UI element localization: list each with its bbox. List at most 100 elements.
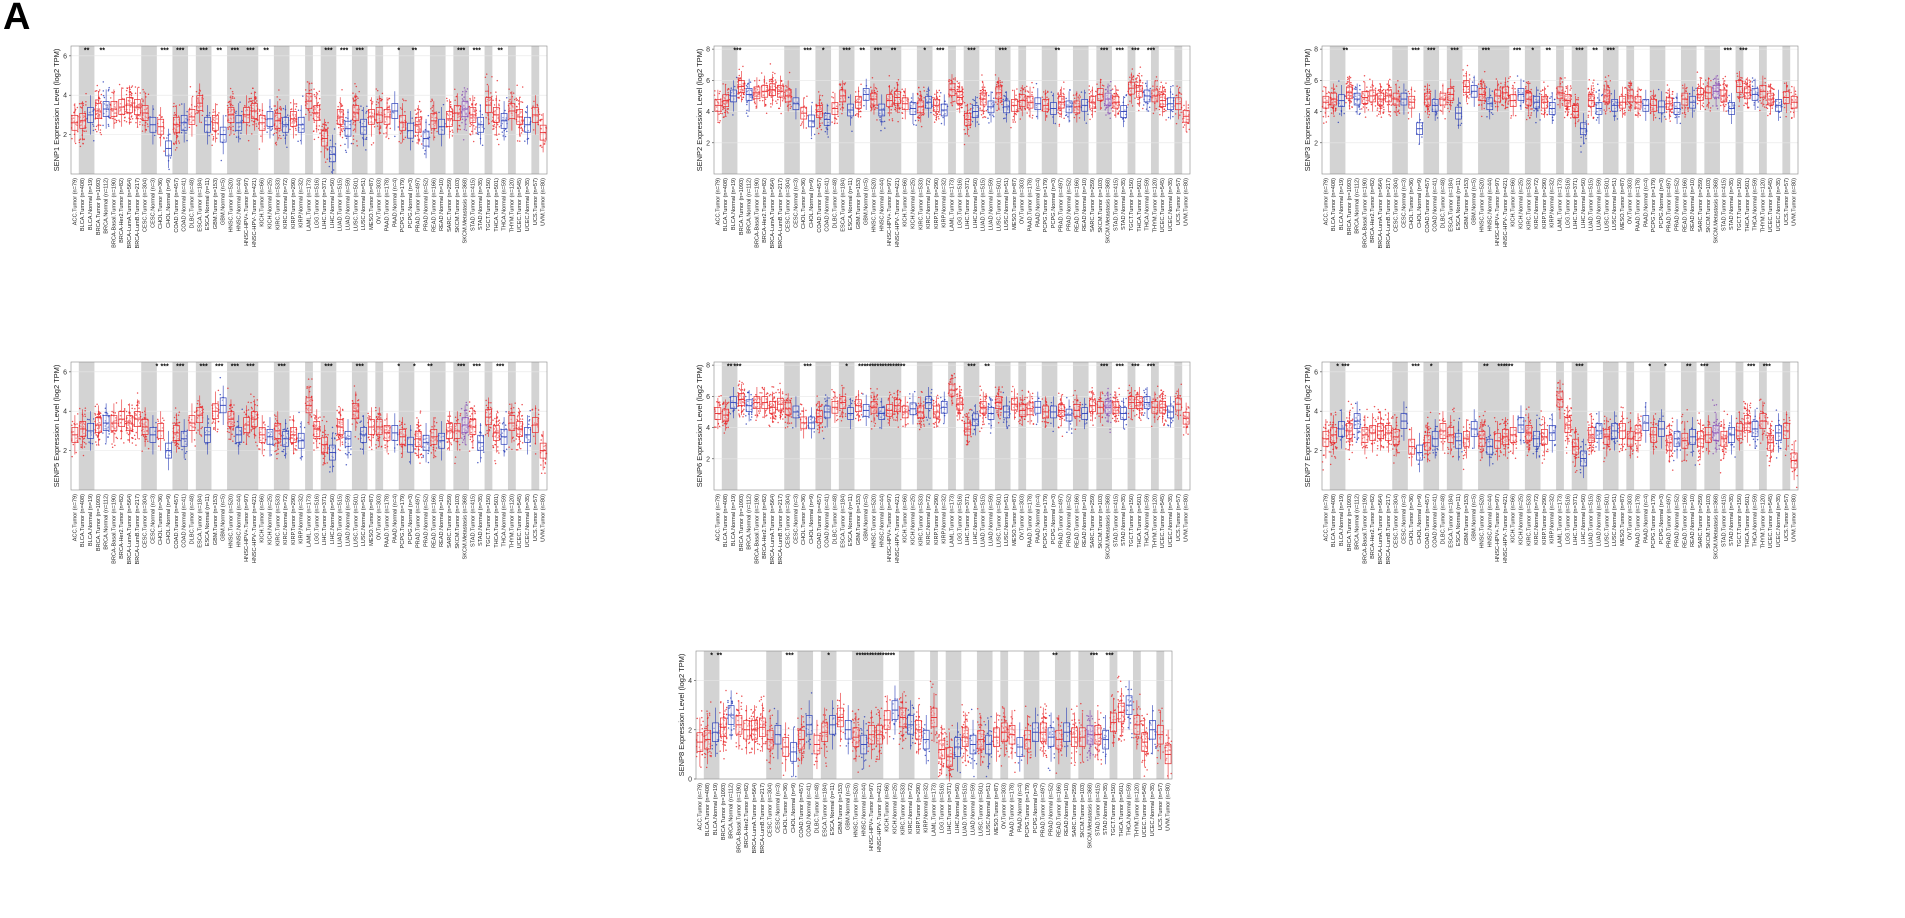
data-point xyxy=(78,139,81,141)
data-point xyxy=(1135,78,1137,80)
data-point xyxy=(255,105,258,107)
data-point xyxy=(108,88,110,91)
data-point xyxy=(725,94,728,97)
data-point xyxy=(196,112,198,114)
data-point xyxy=(903,91,906,94)
data-point xyxy=(727,108,730,110)
data-point xyxy=(473,119,475,121)
data-point xyxy=(341,88,343,91)
data-point xyxy=(353,99,355,102)
data-point xyxy=(796,101,798,103)
data-point xyxy=(83,125,86,127)
data-point xyxy=(1546,113,1549,116)
data-point xyxy=(1378,105,1381,107)
x-tick-label: TGCT.Tumor (n=150) xyxy=(486,178,492,231)
data-point xyxy=(241,110,243,113)
data-point xyxy=(942,110,944,112)
data-point xyxy=(360,105,362,107)
data-point xyxy=(1451,101,1454,104)
data-point xyxy=(494,133,496,136)
data-point xyxy=(158,114,161,116)
data-point xyxy=(232,93,234,95)
data-point xyxy=(137,117,139,120)
data-point xyxy=(118,119,120,121)
data-point xyxy=(1020,87,1023,89)
x-tick-label: BRCA.Normal (n=112) xyxy=(104,178,110,234)
data-point xyxy=(324,128,327,131)
data-point xyxy=(934,114,936,117)
data-point xyxy=(816,127,819,130)
data-point xyxy=(801,110,804,113)
data-point xyxy=(244,104,246,107)
data-point xyxy=(902,100,905,103)
data-point xyxy=(1027,91,1030,93)
data-point xyxy=(76,124,78,126)
y-tick-label: 6 xyxy=(706,78,710,85)
data-point xyxy=(313,121,315,123)
data-point xyxy=(145,96,147,98)
data-point xyxy=(449,101,452,103)
data-point xyxy=(280,107,282,110)
data-point xyxy=(1452,86,1454,88)
x-tick-label: BRCA-Basal.Tumor (n=190) xyxy=(1362,178,1368,248)
data-point xyxy=(898,93,900,95)
data-point xyxy=(870,109,872,112)
data-point xyxy=(1560,77,1563,80)
data-point xyxy=(340,104,343,106)
data-point xyxy=(398,140,400,143)
data-point xyxy=(1446,101,1449,103)
data-point xyxy=(1542,113,1545,116)
data-point xyxy=(493,125,495,128)
data-point xyxy=(755,107,757,109)
data-point xyxy=(837,115,839,118)
data-point xyxy=(119,110,121,112)
data-point xyxy=(541,146,543,148)
data-point xyxy=(1345,83,1348,85)
data-point xyxy=(345,137,348,140)
x-tick-label: CESC.Tumor (n=304) xyxy=(786,178,792,232)
data-point xyxy=(899,107,901,109)
data-point xyxy=(294,113,297,116)
significance-label: *** xyxy=(874,48,882,55)
x-tick-label: CHOL.Tumor (n=36) xyxy=(158,178,164,229)
data-point xyxy=(516,84,518,87)
data-point xyxy=(275,126,278,128)
data-point xyxy=(174,128,176,130)
data-point xyxy=(956,85,959,88)
data-point xyxy=(971,103,973,106)
scatter-points xyxy=(932,89,941,123)
data-point xyxy=(981,86,984,88)
data-point xyxy=(365,110,368,113)
data-point xyxy=(1516,75,1519,77)
data-point xyxy=(816,105,819,108)
data-point xyxy=(99,124,102,126)
data-point xyxy=(497,117,499,119)
data-point xyxy=(498,99,501,102)
data-point xyxy=(1333,115,1335,117)
data-point xyxy=(319,132,321,134)
data-point xyxy=(1045,114,1048,117)
data-point xyxy=(1527,82,1529,85)
data-point xyxy=(958,107,960,110)
data-point xyxy=(375,101,378,103)
data-point xyxy=(197,105,200,108)
data-point xyxy=(989,114,991,116)
data-point xyxy=(1447,107,1449,110)
data-point xyxy=(338,126,340,129)
x-tick-label: PCPG.Normal (n=3) xyxy=(408,178,414,228)
data-point xyxy=(772,71,774,74)
data-point xyxy=(79,138,82,140)
significance-label: *** xyxy=(176,48,184,55)
data-point xyxy=(726,89,729,91)
data-point xyxy=(79,145,82,148)
data-point xyxy=(812,122,814,124)
data-point xyxy=(1526,107,1529,109)
data-point xyxy=(737,77,739,79)
data-point xyxy=(1346,80,1349,83)
data-point xyxy=(381,92,384,95)
data-point xyxy=(461,118,464,120)
data-point xyxy=(278,89,280,91)
x-tick-label: LIHC.Tumor (n=371) xyxy=(965,178,971,229)
data-point xyxy=(806,95,808,97)
significance-label: *** xyxy=(1147,48,1155,55)
